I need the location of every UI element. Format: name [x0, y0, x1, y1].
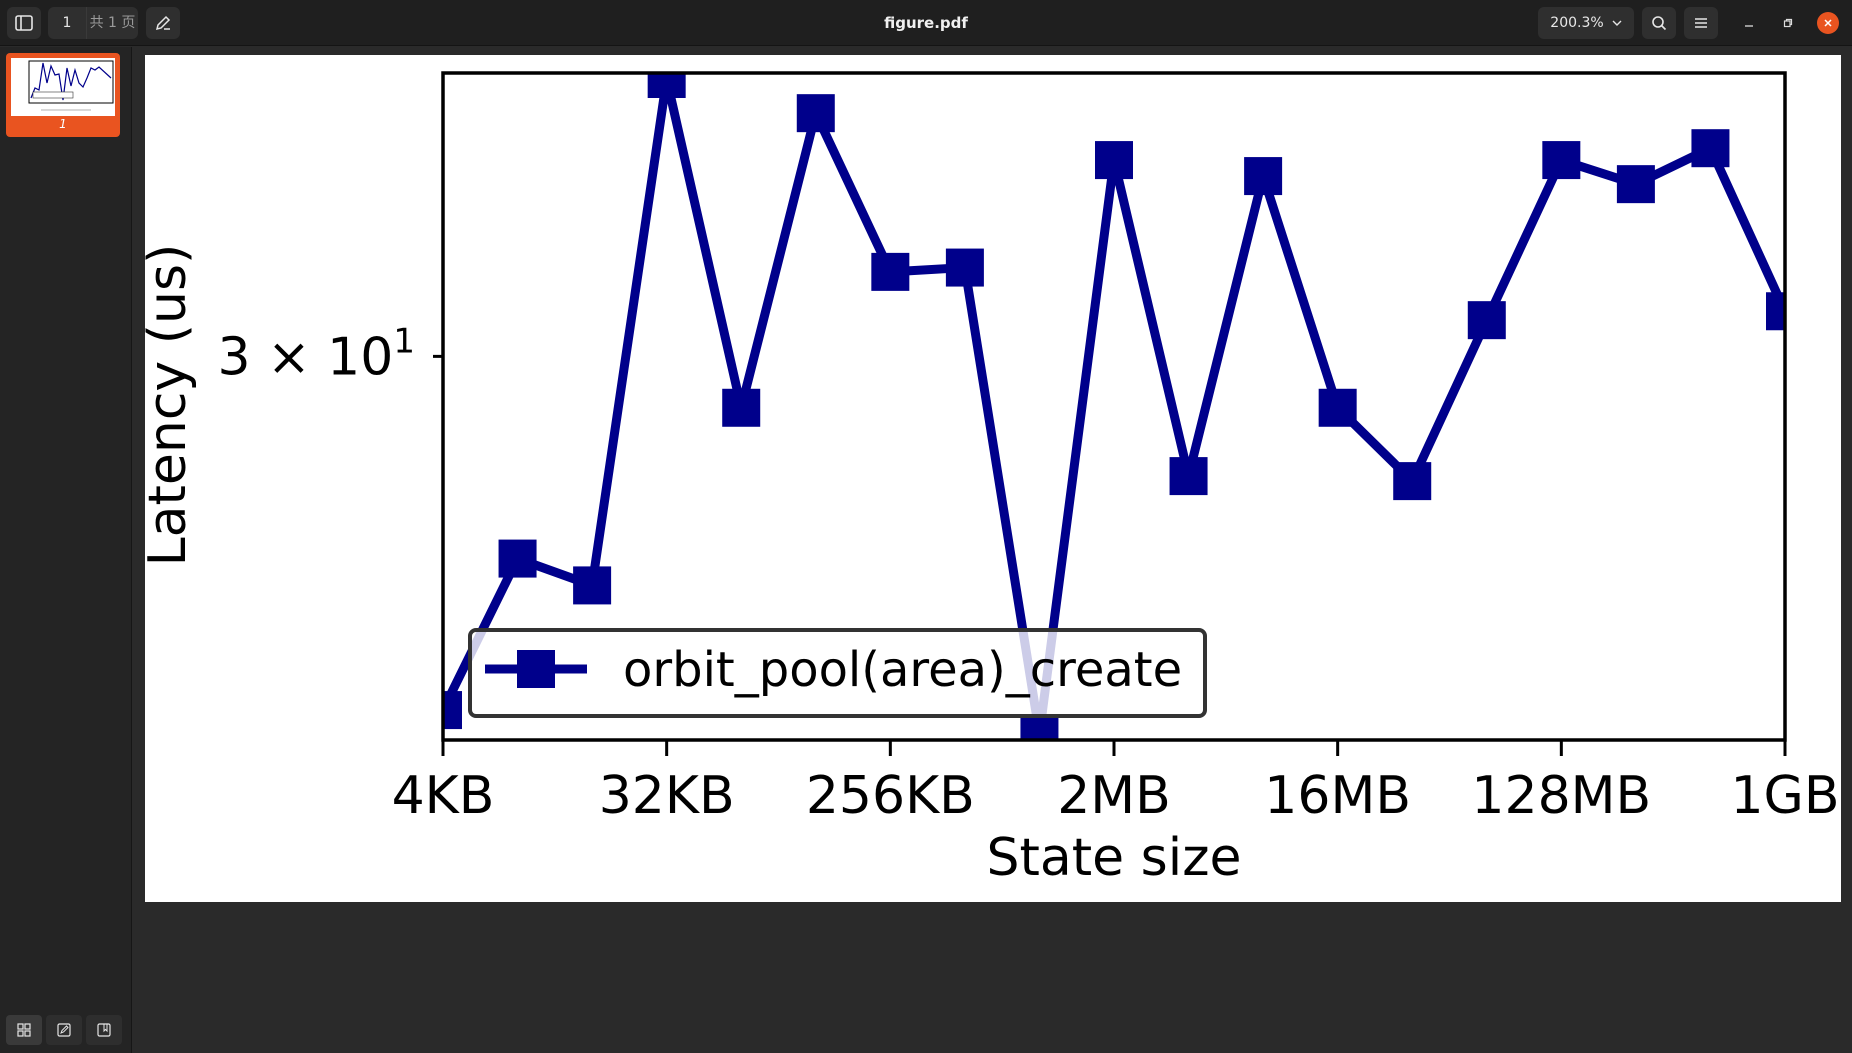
zoom-select[interactable]: 200.3%	[1538, 7, 1634, 39]
sidebar-tools	[6, 1015, 122, 1045]
page-thumbnail-label: 1	[59, 117, 67, 131]
data-point-marker	[722, 388, 761, 427]
x-tick-label: 2MB	[1057, 766, 1171, 826]
data-point-marker	[647, 73, 686, 98]
x-tick-label: 256KB	[806, 766, 975, 826]
data-point-marker	[1318, 388, 1357, 427]
data-point-marker	[796, 94, 835, 133]
close-button[interactable]	[1817, 12, 1839, 34]
annotations-icon	[57, 1023, 71, 1037]
menu-icon	[1695, 18, 1707, 28]
page-thumbnail[interactable]: 1	[6, 53, 120, 137]
data-point-marker	[1616, 165, 1655, 204]
data-point-marker	[1542, 141, 1581, 180]
data-point-marker	[945, 248, 984, 287]
data-point-marker	[1393, 462, 1432, 501]
main-menu-button[interactable]	[1684, 7, 1718, 39]
y-tick-label: 3 × 101	[217, 321, 415, 387]
bookmarks-view-button[interactable]	[86, 1015, 122, 1045]
data-point-marker	[1095, 141, 1133, 180]
page-thumbnail-preview	[11, 58, 115, 116]
page-number-input[interactable]: 1	[62, 15, 72, 31]
data-point-marker	[1766, 292, 1785, 331]
data-point-marker	[1244, 157, 1283, 196]
document-page: 4KB 32KB 256KB 2MB 16MB 128MB 1GB 3 × 101 Stat…	[145, 55, 1841, 902]
x-tick-label: 4KB	[392, 766, 495, 826]
sidebar-toggle-button[interactable]	[7, 7, 41, 39]
thumbnail-sidebar: 1	[0, 47, 132, 1053]
maximize-icon	[1783, 18, 1793, 28]
annotate-pen-icon	[155, 15, 171, 31]
x-axis-label: State size	[987, 828, 1242, 888]
search-button[interactable]	[1642, 7, 1676, 39]
minimize-button[interactable]	[1738, 12, 1760, 34]
legend-marker-swatch	[517, 650, 555, 688]
page-total-label: 共 1 页	[86, 7, 138, 39]
data-point-marker	[871, 252, 910, 291]
bookmarks-icon	[97, 1023, 111, 1037]
zoom-value: 200.3%	[1550, 15, 1604, 31]
x-tick-label: 16MB	[1264, 766, 1411, 826]
search-icon	[1652, 16, 1667, 31]
chevron-down-icon	[1612, 20, 1622, 26]
data-point-marker	[1169, 457, 1208, 496]
minimize-icon	[1745, 25, 1753, 27]
thumbnails-view-button[interactable]	[6, 1015, 42, 1045]
thumbnails-grid-icon	[17, 1023, 31, 1037]
page-navigator: 1 共 1 页	[48, 7, 138, 39]
legend-label: orbit_pool(area)_create	[623, 642, 1182, 698]
sidebar-toggle-icon	[15, 15, 33, 31]
data-point-marker	[1467, 301, 1506, 340]
data-point-marker	[443, 691, 462, 730]
close-icon	[1824, 19, 1832, 27]
annotations-view-button[interactable]	[46, 1015, 82, 1045]
x-tick-label: 1GB	[1730, 766, 1839, 826]
data-point-marker	[1691, 129, 1730, 168]
annotate-button[interactable]	[146, 7, 180, 39]
maximize-button[interactable]	[1777, 12, 1799, 34]
data-point-marker	[1020, 715, 1059, 740]
data-point-marker	[573, 566, 612, 605]
y-axis-label: Latency (us)	[145, 244, 198, 567]
chart-legend: orbit_pool(area)_create	[468, 628, 1207, 718]
legend-box	[468, 628, 1207, 718]
latency-chart: 4KB 32KB 256KB 2MB 16MB 128MB 1GB 3 × 101 Stat…	[145, 71, 1840, 888]
x-tick-label: 128MB	[1471, 766, 1651, 826]
x-tick-label: 32KB	[599, 766, 735, 826]
data-point-marker	[498, 539, 537, 578]
title-bar: 1 共 1 页 figure.pdf 200.3%	[0, 0, 1852, 46]
